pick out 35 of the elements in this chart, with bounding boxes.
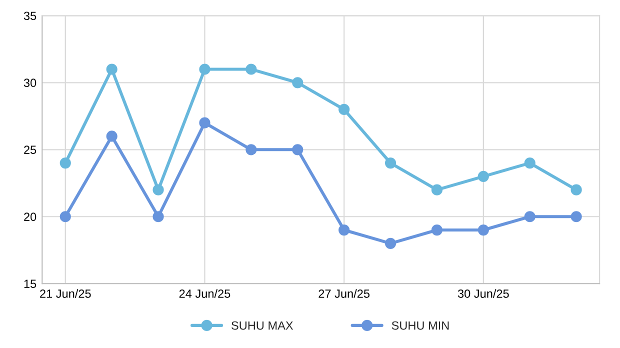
point [478, 224, 489, 236]
legend-label: SUHU MIN [392, 321, 449, 330]
point [431, 184, 443, 196]
point [152, 184, 164, 196]
point [478, 170, 489, 182]
point [60, 157, 71, 169]
point [570, 211, 582, 222]
point [199, 64, 210, 75]
point [570, 184, 582, 196]
point [152, 211, 164, 222]
point [524, 211, 536, 222]
x-tick-label: 24 Jun/25 [179, 289, 230, 298]
y-tick-label: 15 [24, 280, 36, 288]
point [338, 104, 350, 115]
point [524, 157, 536, 169]
point [199, 117, 210, 128]
x-tick-label: 30 Jun/25 [458, 289, 509, 298]
x-tick-label: 27 Jun/25 [318, 289, 370, 298]
y-tick-label: 20 [24, 212, 36, 222]
y-tick-label: 30 [24, 78, 36, 88]
y-tick-label: 35 [24, 12, 36, 20]
x-tick-label: 21 Jun/25 [40, 289, 91, 298]
point [106, 130, 118, 142]
point [246, 64, 257, 75]
point [246, 144, 257, 156]
point [292, 144, 304, 156]
point [384, 157, 396, 169]
point [338, 224, 350, 236]
point [60, 211, 71, 222]
point [384, 238, 396, 249]
legend-label: SUHU MAX [232, 321, 294, 330]
point [431, 224, 443, 236]
y-tick-label: 25 [24, 146, 36, 154]
point [106, 64, 118, 75]
point [292, 77, 304, 88]
